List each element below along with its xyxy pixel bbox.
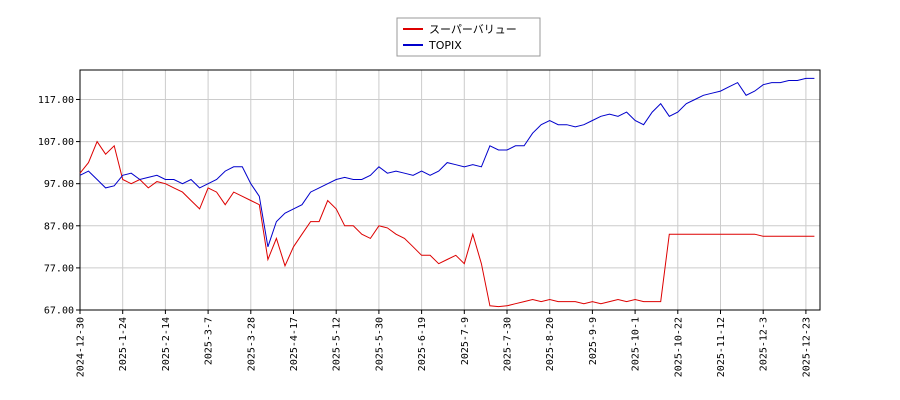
x-tick-label: 2025-11-12 xyxy=(716,317,727,377)
x-tick-label: 2025-12-3 xyxy=(759,317,770,371)
y-tick-label: 67.00 xyxy=(44,306,74,317)
legend-label: TOPIX xyxy=(428,39,462,52)
x-tick-label: 2025-1-24 xyxy=(118,317,129,371)
series-line xyxy=(79,140,815,308)
x-tick-label: 2025-5-12 xyxy=(332,317,343,371)
legend-box xyxy=(396,17,541,57)
x-tick-label: 2025-10-1 xyxy=(631,317,642,371)
x-tick-label: 2025-7-9 xyxy=(460,317,471,365)
x-tick-label: 2025-6-19 xyxy=(417,317,428,371)
y-tick-label: 107.00 xyxy=(38,137,74,148)
x-tick-label: 2025-9-9 xyxy=(588,317,599,365)
series-line xyxy=(79,77,815,247)
y-tick-label: 117.00 xyxy=(38,95,74,106)
x-tick-label: 2025-12-23 xyxy=(801,317,812,377)
x-tick-label: 2024-12-30 xyxy=(76,317,87,377)
legend-label: スーパーバリュー xyxy=(429,23,517,36)
y-tick-label: 77.00 xyxy=(44,263,74,274)
x-tick-label: 2025-3-28 xyxy=(246,317,257,371)
x-tick-label: 2025-3-7 xyxy=(204,317,215,365)
plot-frame xyxy=(79,69,821,311)
x-tick-label: 2025-2-14 xyxy=(161,317,172,371)
x-tick-label: 2025-10-22 xyxy=(673,317,684,377)
x-tick-label: 2025-7-30 xyxy=(503,317,514,371)
x-tick-label: 2025-8-20 xyxy=(545,317,556,371)
y-tick-label: 87.00 xyxy=(44,221,74,232)
y-tick-label: 97.00 xyxy=(44,179,74,190)
x-tick-label: 2025-5-30 xyxy=(374,317,385,371)
x-tick-label: 2025-4-17 xyxy=(289,317,300,371)
